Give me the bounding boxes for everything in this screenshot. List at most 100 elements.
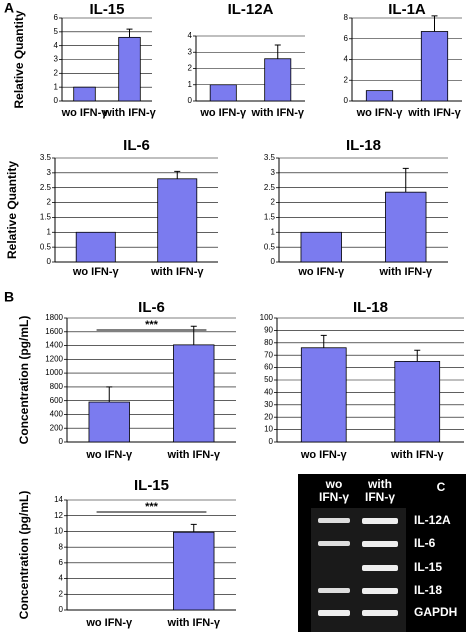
y-tick-label: 400 [50, 410, 64, 419]
y-tick-label: 3.5 [40, 153, 52, 162]
y-tick-label: 4 [344, 55, 349, 64]
y-tick-label: 600 [50, 396, 64, 405]
y-tick-label: 6 [59, 558, 64, 567]
chart-title: IL-1A [388, 1, 426, 18]
bar [365, 90, 394, 102]
y-tick-label: 10 [264, 425, 273, 434]
y-tick-label: 0 [271, 257, 276, 266]
bar [300, 231, 342, 263]
gel-band [362, 565, 398, 571]
gel-band [362, 588, 398, 594]
x-tick-label: wo IFN-γ [72, 266, 120, 278]
bar [420, 31, 449, 102]
y-tick-label: 2.5 [264, 183, 276, 192]
band-label: IL-12A [414, 513, 451, 527]
gel-band [318, 541, 350, 546]
error-bar [126, 28, 133, 38]
x-tick-label: wo IFN-γ [85, 449, 133, 461]
error-bar [190, 523, 197, 533]
lane-label: IFN-γ [365, 490, 395, 504]
chart-title: IL-18 [346, 137, 381, 154]
y-tick-label: 3 [188, 47, 193, 56]
y-tick-label: 2.5 [40, 183, 52, 192]
band-label: IL-6 [414, 536, 436, 550]
y-tick-label: 2 [188, 64, 193, 73]
y-tick-label: 1200 [45, 354, 63, 363]
x-tick-label: wo IFN-γ [85, 617, 133, 629]
bar [300, 347, 347, 443]
x-tick-label: with IFN-γ [166, 449, 220, 461]
gel-panel: wo IFN-γ with IFN-γ C IL-12A IL-6 IL-15 … [298, 474, 466, 632]
bar [209, 84, 237, 102]
y-tick-label: 0.5 [40, 242, 52, 251]
y-tick-label: 0 [59, 605, 64, 614]
band-label: IL-15 [414, 560, 442, 574]
y-tick-label: 1600 [45, 327, 63, 336]
chart-title: IL-6 [138, 299, 165, 316]
y-tick-label: 0 [47, 257, 52, 266]
y-tick-label: 800 [50, 382, 64, 391]
panel-label: A [4, 0, 14, 16]
x-tick-label: wo IFN-γ [297, 266, 345, 278]
bar [75, 231, 116, 263]
y-tick-label: 8 [344, 13, 349, 22]
y-axis-label: Concentration (pg/mL) [17, 491, 31, 620]
y-tick-label: 1.5 [40, 213, 52, 222]
significance-label: *** [145, 501, 159, 513]
panel-label: C [437, 480, 446, 494]
y-tick-label: 6 [54, 13, 59, 22]
y-tick-label: 0.5 [264, 242, 276, 251]
bar [173, 531, 215, 611]
error-bar [320, 334, 327, 348]
y-tick-label: 90 [264, 326, 273, 335]
y-tick-label: 1000 [45, 368, 63, 377]
chart-title: IL-15 [89, 1, 124, 18]
y-tick-label: 1.5 [264, 213, 276, 222]
gel-band [362, 518, 398, 524]
lane-label: IFN-γ [319, 490, 349, 504]
gel-band [318, 610, 350, 616]
y-tick-label: 4 [54, 41, 59, 50]
chart-title: IL-12A [228, 1, 274, 18]
y-axis-label: Concentration (pg/mL) [17, 316, 31, 445]
y-tick-label: 2 [344, 75, 349, 84]
y-tick-label: 0 [344, 96, 349, 105]
error-bar [106, 386, 113, 403]
x-tick-label: with IFN-γ [102, 107, 156, 119]
y-tick-label: 200 [50, 423, 64, 432]
y-tick-label: 3 [54, 55, 59, 64]
y-tick-label: 0 [269, 437, 274, 446]
x-tick-label: with IFN-γ [250, 107, 304, 119]
bar [394, 360, 441, 443]
error-bar [414, 349, 421, 362]
x-tick-label: with IFN-γ [378, 266, 432, 278]
panel-label: B [4, 289, 14, 305]
gel-band [362, 610, 398, 616]
y-tick-label: 40 [264, 388, 273, 397]
bar [173, 344, 215, 443]
y-tick-label: 4 [59, 574, 64, 583]
y-tick-label: 2 [59, 589, 64, 598]
y-tick-label: 6 [344, 34, 349, 43]
y-tick-label: 5 [54, 27, 59, 36]
y-tick-label: 30 [264, 400, 273, 409]
bar [73, 86, 96, 102]
significance-label: *** [145, 319, 159, 331]
x-tick-label: with IFN-γ [150, 266, 204, 278]
y-tick-label: 3.5 [264, 153, 276, 162]
y-tick-label: 1800 [45, 313, 63, 322]
y-tick-label: 2 [47, 198, 52, 207]
y-tick-label: 12 [54, 511, 63, 520]
y-tick-label: 80 [264, 338, 273, 347]
x-tick-label: with IFN-γ [166, 617, 220, 629]
y-tick-label: 0 [188, 96, 193, 105]
y-tick-label: 2 [54, 68, 59, 77]
bar [118, 36, 141, 102]
y-tick-label: 0 [54, 96, 59, 105]
error-bar [431, 15, 438, 32]
chart-title: IL-15 [134, 477, 169, 494]
y-tick-label: 1400 [45, 341, 63, 350]
bar [88, 401, 130, 443]
y-tick-label: 3 [47, 168, 52, 177]
